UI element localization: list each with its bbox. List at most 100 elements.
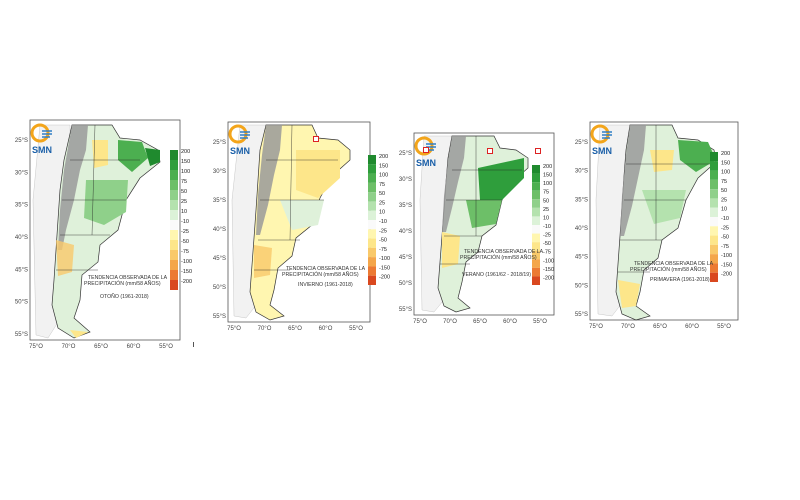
province-borders (618, 125, 710, 273)
colorbar-label: 100 (181, 169, 190, 175)
colorbar-label: 25 (543, 207, 549, 213)
lat-label: 35°S (15, 203, 28, 209)
colorbar-label: 200 (721, 151, 730, 157)
colorbar-label: 50 (379, 191, 385, 197)
colorbar-label: 50 (181, 189, 187, 195)
trend-area-ne (118, 140, 148, 172)
lat-label: 30°S (399, 177, 412, 183)
colorbar-swatch (532, 259, 540, 268)
andes-relief (620, 125, 646, 236)
colorbar-swatch (368, 210, 376, 220)
lat-axis-otono: 25°S 30°S 35°S 40°S 45°S 50°S 55°S (15, 138, 28, 338)
colorbar-swatch (710, 217, 718, 227)
colorbar-swatch (532, 173, 540, 183)
colorbar-label: 200 (181, 149, 190, 155)
colorbar-label: -150 (543, 267, 554, 273)
colorbar-label: 75 (181, 179, 187, 185)
colorbar-label: -100 (543, 258, 554, 264)
colorbar-swatch (170, 210, 178, 220)
lat-label: 50°S (575, 283, 588, 289)
colorbar-label: 150 (543, 173, 552, 179)
map-invierno: 200 150 100 75 50 25 10 -10 -25 -50 -75 -100 -150 -20… (213, 121, 390, 332)
lat-label: 35°S (213, 198, 226, 204)
lat-label: 55°S (15, 332, 28, 338)
lat-label: 45°S (399, 255, 412, 261)
colorbar-swatch (368, 257, 376, 267)
lon-axis-invierno: 75°O 70°O 65°O 60°O 55°O (227, 326, 363, 332)
colorbar-label: 150 (181, 159, 190, 165)
colorbar-label: 10 (379, 210, 385, 216)
lat-label: 35°S (575, 197, 588, 203)
colorbar-label: 25 (721, 197, 727, 203)
smn-logo-text: SMN (230, 146, 250, 156)
colorbar-label: -25 (379, 228, 387, 234)
colorbar-label: -150 (721, 262, 732, 268)
province-borders (56, 124, 140, 271)
title-line-2: PRECIPITACIÓN (mm/58 AÑOS) (84, 280, 161, 287)
lat-label: 50°S (15, 300, 28, 306)
colorbar-label: -50 (721, 235, 729, 241)
map-panel-verano: 200 150 100 75 50 25 10 -10 -25 -50 -75 -100 -150 -20… (390, 0, 570, 360)
colorbar-label: 200 (543, 164, 552, 170)
trend-area-patagonia (618, 280, 640, 308)
map-otono: 200 150 100 75 50 25 10 -10 -25 -50 -75 -100 -150 -20… (15, 119, 192, 350)
andes-relief (442, 136, 466, 232)
colorbar-swatch (170, 240, 178, 250)
trend-area-pampa (466, 200, 502, 228)
colorbar-swatch (532, 267, 540, 277)
province-borders (254, 124, 338, 271)
season-label: OTOÑO (1961-2018) (100, 293, 149, 300)
andes-relief (256, 125, 282, 235)
smn-logo-text: SMN (416, 158, 436, 168)
colorbar-label: -150 (181, 269, 192, 275)
colorbar-label: 75 (721, 179, 727, 185)
colorbar-label: -150 (379, 265, 390, 271)
colorbar-label: -200 (721, 272, 732, 278)
colorbar-swatch (368, 266, 376, 276)
trend-area-ne (478, 158, 524, 200)
lat-label: 55°S (213, 314, 226, 320)
colorbar-swatch (532, 233, 540, 243)
title-line-1: TENDENCIA OBSERVADA DE LA (464, 249, 544, 255)
lat-label: 40°S (213, 227, 226, 233)
colorbar-swatch (368, 173, 376, 183)
trend-area-pampa (280, 200, 324, 230)
trend-area-noa (650, 150, 674, 172)
colorbar-swatch (710, 161, 718, 171)
lat-label: 50°S (399, 281, 412, 287)
colorbar-label: 150 (379, 163, 388, 169)
map-panel-invierno: 200 150 100 75 50 25 10 -10 -25 -50 -75 -100 -150 -20… (200, 0, 390, 360)
colorbar-label: -10 (721, 216, 729, 222)
colorbar-label: 100 (543, 181, 552, 187)
lat-axis-invierno: 25°S 30°S 35°S 40°S 45°S 50°S 55°S (213, 140, 226, 320)
lat-label: 45°S (15, 267, 28, 273)
colorbar-swatch (368, 275, 376, 285)
colorbar-swatch (532, 165, 540, 174)
marker-4 (535, 148, 541, 154)
season-label: VERANO (1961/62 - 2018/19) (462, 272, 531, 278)
colorbar-otono: 200 150 100 75 50 25 10 -10 -25 -50 -75 -100 -150 -20… (170, 149, 192, 290)
colorbar-invierno: 200 150 100 75 50 25 10 -10 -25 -50 -75 -100 -150 -20… (368, 154, 390, 285)
lat-axis-primavera: 25°S 30°S 35°S 40°S 45°S 50°S 55°S (575, 140, 588, 318)
lon-label: 55°O (349, 326, 363, 332)
marker-2 (423, 147, 429, 153)
colorbar-swatch (532, 250, 540, 260)
lat-label: 40°S (15, 235, 28, 241)
trend-area-patagonia (254, 245, 272, 278)
smn-logo: SMN (30, 123, 52, 155)
lat-label: 25°S (399, 151, 412, 157)
lon-label: 60°O (503, 319, 517, 325)
colorbar-swatch (368, 229, 376, 239)
trend-area-pampa (84, 180, 128, 225)
lat-label: 25°S (213, 140, 226, 146)
lon-label: 70°O (62, 344, 76, 350)
lat-label: 45°S (213, 256, 226, 262)
lon-label: 70°O (258, 326, 272, 332)
colorbar-swatch (532, 216, 540, 225)
colorbar-label: -10 (181, 219, 189, 225)
map-panel-otono: 200 150 100 75 50 25 10 -10 -25 -50 -75 -100 -150 -20… (0, 0, 200, 360)
province-borders (440, 136, 522, 265)
colorbar-label: -10 (379, 219, 387, 225)
colorbar-swatch (532, 199, 540, 208)
colorbar-swatch (170, 160, 178, 170)
